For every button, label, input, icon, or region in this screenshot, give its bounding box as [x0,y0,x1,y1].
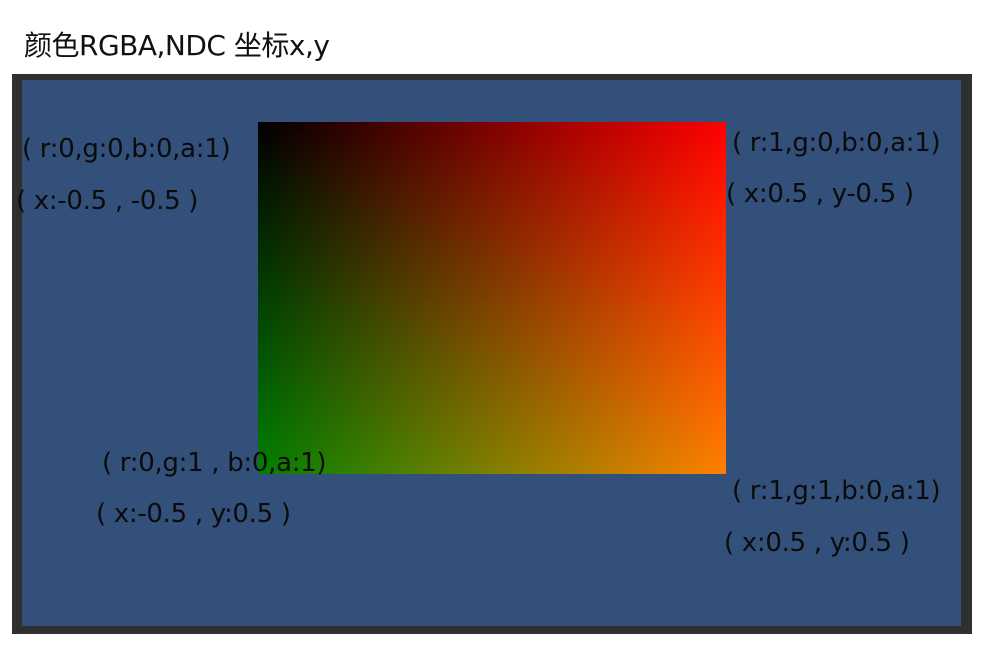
bottom-right-coord-label: ( x:0.5 , y:0.5 ) [724,528,910,558]
interpolated-color-overlay [258,122,726,474]
interpolated-color-fill [258,122,726,474]
top-left-coord-label: ( x:-0.5 , -0.5 ) [16,186,199,216]
bottom-left-coord-label: ( x:-0.5 , y:0.5 ) [96,499,291,529]
page-title: 颜色RGBA,NDC 坐标x,y [24,29,330,62]
bottom-right-color-label: ( r:1,g:1,b:0,a:1) [732,476,941,506]
top-left-color-label: ( r:0,g:0,b:0,a:1) [22,134,231,164]
gradient-quad [258,122,726,474]
bottom-left-color-label: ( r:0,g:1 , b:0,a:1) [102,448,327,478]
top-right-color-label: ( r:1,g:0,b:0,a:1) [732,128,941,158]
top-right-coord-label: ( x:0.5 , y-0.5 ) [726,179,914,209]
